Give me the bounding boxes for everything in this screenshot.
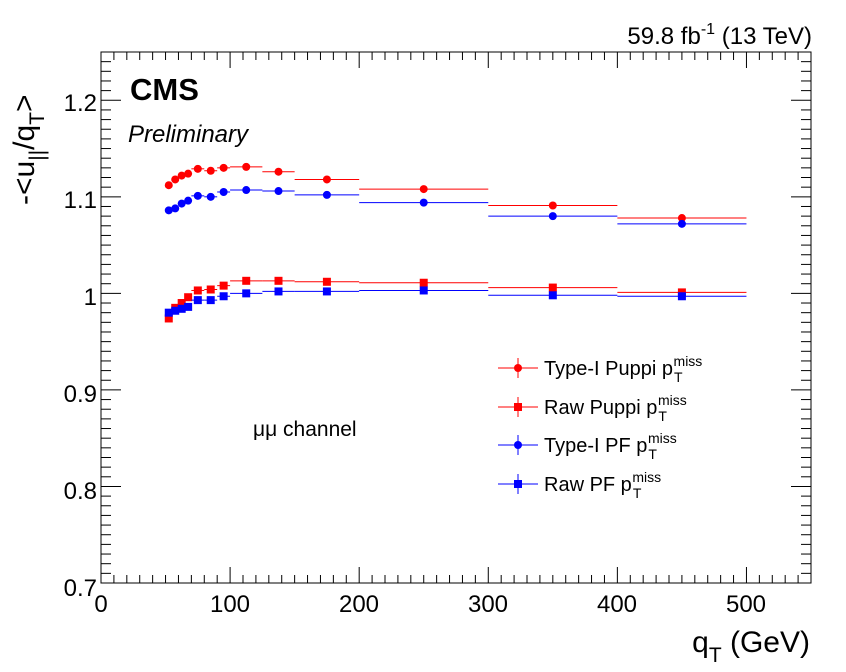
plot-frame [100,51,812,584]
data-point [242,276,251,285]
series-group [164,276,747,323]
legend-square-marker [514,403,522,411]
data-point [164,181,173,190]
data-point [242,162,251,171]
data-point [193,164,202,173]
data-point [171,175,180,184]
data-point [164,314,173,323]
legend-entry: Type-I Puppi pTmiss [498,353,702,385]
legend-entry: Type-I PF pTmiss [498,430,677,462]
tick-labels: 0.7 0.8 0.9 1 1.1 1.2 0 100 200 300 400 … [64,90,766,618]
x-tick-label: 500 [726,591,766,618]
x-tick-label: 100 [210,591,250,618]
data-series [164,162,747,323]
data-point [242,289,251,298]
data-point [677,292,686,301]
data-point [419,278,428,287]
data-point [219,281,228,290]
data-point [164,206,173,215]
y-tick-label: 1.2 [64,90,97,117]
x-tick-label: 400 [597,591,637,618]
legend-entry: Raw PF pTmiss [498,469,661,501]
data-point [548,201,557,210]
y-axis-title: -<u||/qT> [8,94,49,205]
data-point [193,296,202,305]
y-tick-label: 0.7 [64,575,97,602]
data-point [206,296,215,305]
data-point [184,169,193,178]
legend-circle-marker [514,364,522,372]
y-tick-label: 1 [84,284,97,311]
x-tick-label: 0 [94,591,107,618]
y-tick-label: 0.9 [64,381,97,408]
y-tick-label: 0.8 [64,478,97,505]
legend: Type-I Puppi pTmiss Raw Puppi pTmiss Typ… [498,353,702,501]
luminosity-label: 59.8 fb-1 (13 TeV) [627,21,812,50]
data-point [548,212,557,221]
legend-label: Type-I Puppi pTmiss [544,353,702,385]
data-point [322,175,331,184]
legend-circle-marker [514,441,522,449]
data-point [171,306,180,315]
data-point [419,286,428,295]
data-point [184,302,193,311]
data-point [206,285,215,294]
data-point [322,277,331,286]
data-point [322,190,331,199]
data-point [177,171,186,180]
data-point [171,204,180,213]
data-point [548,291,557,300]
data-point [274,287,283,296]
data-point [206,166,215,175]
x-tick-label: 300 [468,591,508,618]
x-tick-label: 200 [339,591,379,618]
status-label: Preliminary [128,121,250,148]
axis-ticks [100,51,812,584]
data-point [177,199,186,208]
data-point [419,198,428,207]
data-point [677,214,686,223]
data-point [219,163,228,172]
channel-label: μμ channel [253,418,357,441]
data-point [274,187,283,196]
data-point [419,185,428,194]
x-axis-title: qT (GeV) [692,626,810,667]
data-point [219,187,228,196]
data-point [184,293,193,302]
data-point [322,287,331,296]
data-point [274,167,283,176]
y-tick-label: 1.1 [64,187,97,214]
data-point [219,292,228,301]
data-point [274,276,283,285]
data-point [677,219,686,228]
legend-label: Type-I PF pTmiss [544,430,677,462]
legend-label: Raw Puppi pTmiss [544,392,687,424]
data-point [184,196,193,205]
legend-entry: Raw Puppi pTmiss [498,392,687,424]
legend-label: Raw PF pTmiss [544,469,661,501]
experiment-label: CMS [130,72,199,107]
data-point [548,283,557,292]
series-group [164,186,747,228]
data-point [177,299,186,308]
series-group [164,286,747,317]
data-point [177,304,186,313]
data-point [206,192,215,201]
legend-square-marker [514,480,522,488]
series-group [164,162,747,223]
data-point [242,186,251,195]
data-point [164,308,173,317]
data-point [193,191,202,200]
data-point [193,286,202,295]
